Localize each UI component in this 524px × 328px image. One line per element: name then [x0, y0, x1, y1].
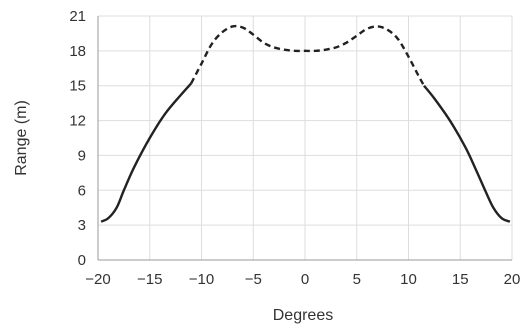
y-tick-label: 0	[78, 252, 86, 269]
x-tick-label: 10	[400, 271, 417, 288]
y-axis-label: Range (m)	[13, 100, 30, 176]
x-tick-label: 0	[301, 271, 309, 288]
x-tick-label: 20	[504, 271, 521, 288]
x-tick-label: −5	[245, 271, 262, 288]
y-tick-label: 3	[78, 217, 86, 234]
x-tick-label: −20	[85, 271, 110, 288]
y-tick-label: 9	[78, 147, 86, 164]
x-axis-label: Degrees	[273, 307, 333, 324]
x-tick-label: 5	[353, 271, 361, 288]
series-line-dashed	[190, 24, 426, 87]
series-line-solid	[423, 84, 511, 223]
y-tick-label: 6	[78, 182, 86, 199]
series-line-solid	[100, 82, 193, 223]
x-tick-label: −15	[137, 271, 162, 288]
series-lines	[100, 24, 511, 223]
x-tick-label: −10	[189, 271, 214, 288]
y-tick-label: 12	[69, 113, 86, 130]
axes	[97, 16, 512, 261]
y-tick-label: 18	[69, 43, 86, 60]
y-tick-label: 21	[69, 8, 86, 25]
x-tick-label: 15	[452, 271, 469, 288]
y-tick-label: 15	[69, 78, 86, 95]
tick-labels: −20 −15 −10 −5 0 5 10 15 20 0 3 6 9 12 15 18 21	[69, 8, 520, 288]
grid	[98, 15, 513, 260]
